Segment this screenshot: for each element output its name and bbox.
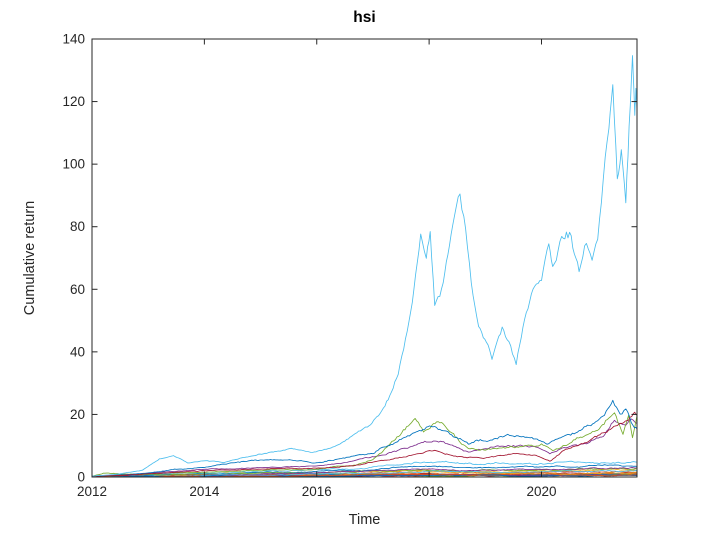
y-tick-label: 100 bbox=[62, 157, 85, 172]
y-tick-label: 140 bbox=[62, 32, 85, 47]
series-major-purple bbox=[92, 418, 637, 477]
series-cluster-orange-1 bbox=[92, 470, 637, 477]
series-major-crimson bbox=[92, 411, 637, 477]
x-tick-label: 2014 bbox=[189, 484, 220, 499]
y-tick-label: 40 bbox=[70, 344, 85, 359]
series-lines bbox=[92, 55, 637, 477]
axes: 2012 2014 2016 2018 2020 0 20 40 60 80 100 120 140 bbox=[62, 32, 638, 499]
y-tick-label: 120 bbox=[62, 94, 85, 109]
x-tick-label: 2016 bbox=[302, 484, 332, 499]
x-axis-label: Time bbox=[348, 512, 381, 528]
y-tick-label: 60 bbox=[70, 282, 85, 297]
plot-title: hsi bbox=[353, 9, 376, 26]
x-tick-label: 2020 bbox=[526, 484, 556, 499]
series-major-green bbox=[92, 412, 637, 477]
x-tick-label: 2012 bbox=[77, 484, 107, 499]
series-hsi-main-lightblue bbox=[92, 55, 637, 477]
x-tick-label: 2018 bbox=[414, 484, 444, 499]
y-tick-label: 80 bbox=[70, 219, 85, 234]
y-tick-label: 20 bbox=[70, 407, 85, 422]
plot-area-border bbox=[91, 38, 638, 478]
y-tick-label: 0 bbox=[77, 470, 85, 485]
series-major-blue bbox=[92, 399, 637, 477]
